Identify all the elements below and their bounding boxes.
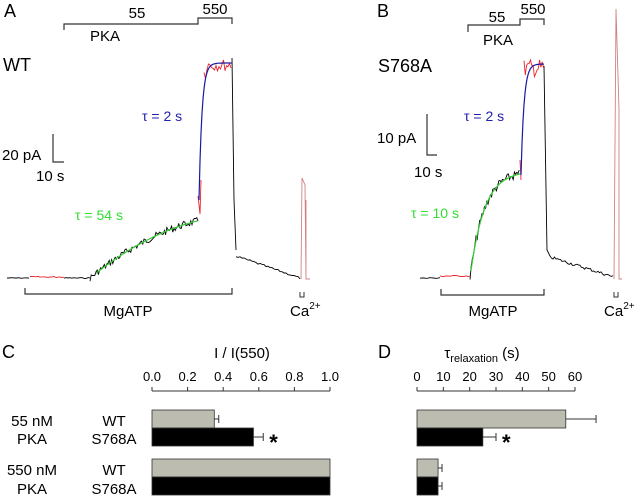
fit-slow-a <box>95 220 198 274</box>
chart-d-tick-label: 60 <box>568 369 582 384</box>
tau-slow-label-b: τ = 10 s <box>411 205 459 221</box>
construct-label-s768a-1: S768A <box>91 431 136 448</box>
current-trace-a <box>7 57 301 282</box>
chart-d-tick-label: 10 <box>436 369 450 384</box>
current-trace-b <box>419 65 614 280</box>
row-label-550-line2: PKA <box>17 481 47 498</box>
ca-label-b: Ca2+ <box>604 301 635 320</box>
chart-d-tick-label: 30 <box>489 369 503 384</box>
scale-x-label-b: 10 s <box>414 164 442 181</box>
pka-low-label-a: 55 <box>129 5 146 22</box>
fit-fast-a <box>198 62 232 201</box>
tau-slow-label-a: τ = 54 s <box>75 207 123 223</box>
pka-low-label-b: 55 <box>489 9 506 26</box>
mgatp-bar-a <box>24 288 233 295</box>
scale-bar-b <box>426 114 437 156</box>
chart-c-significance-star: * <box>269 430 278 455</box>
construct-label-wt-2: WT <box>102 462 125 479</box>
panel-letter-c: C <box>2 342 15 362</box>
chart-c-tick-label: 0.6 <box>250 369 268 384</box>
chart-d-tick-label: 50 <box>541 369 555 384</box>
chart-d-bar-wt <box>416 409 567 429</box>
current-trace-red-baseline-a <box>30 275 65 278</box>
ca-label-a: Ca2+ <box>290 301 321 320</box>
scale-y-label-a: 20 pA <box>2 147 41 164</box>
construct-label-a: WT <box>3 55 31 75</box>
scale-bar-a <box>52 134 64 163</box>
mgatp-label-a: MgATP <box>104 303 153 320</box>
mgatp-label-b: MgATP <box>469 303 518 320</box>
chart-d-tick-label: 0 <box>413 369 420 384</box>
chart-c-tick-label: 0.2 <box>179 369 197 384</box>
chart-d-tick-label: 40 <box>515 369 529 384</box>
chart-c-bar-wt <box>151 409 215 429</box>
pka-high-label-b: 550 <box>520 1 545 18</box>
row-label-550-line1: 550 nM <box>7 462 57 479</box>
scale-y-label-b: 10 pA <box>377 130 416 147</box>
panel-letter-b: B <box>377 1 389 21</box>
chart-d-axis-title: τrelaxation (s) <box>444 345 519 365</box>
tau-fast-label-b: τ = 2 s <box>464 108 504 124</box>
pka-label-a: PKA <box>90 28 120 45</box>
chart-d: τrelaxation (s) 0 10 20 30 40 50 60 * <box>413 345 597 496</box>
construct-label-b: S768A <box>378 56 432 76</box>
mgatp-bar-b <box>440 289 545 296</box>
chart-d-tick-label: 20 <box>462 369 476 384</box>
chart-c: I / I(550) 0.0 0.2 0.4 0.6 0.8 1.0 * <box>143 345 339 496</box>
chart-c-bar-wt <box>151 458 331 478</box>
pka-bar-b <box>467 18 545 32</box>
chart-c-tick-label: 1.0 <box>321 369 339 384</box>
pka-high-label-a: 550 <box>202 1 227 18</box>
panel-letter-a: A <box>4 1 16 21</box>
scale-x-label-a: 10 s <box>36 168 64 185</box>
ca-trace-a <box>300 177 310 280</box>
chart-d-bar-s768a <box>416 476 439 496</box>
chart-d-bar-wt <box>416 458 439 478</box>
chart-c-bar-s768a <box>151 427 254 447</box>
fit-slow-b <box>470 173 521 271</box>
fit-fast-b <box>520 63 544 176</box>
chart-d-significance-star: * <box>502 430 511 455</box>
chart-c-tick-label: 0.0 <box>143 369 161 384</box>
pka-label-b: PKA <box>483 32 513 49</box>
panel-b: B 55 550 PKA S768A 10 pA 10 s τ = 2 s τ … <box>377 1 635 320</box>
chart-d-bar-s768a <box>416 427 484 447</box>
pka-bar-a <box>63 17 233 30</box>
chart-c-bar-s768a <box>151 476 331 496</box>
construct-label-wt-1: WT <box>102 413 125 430</box>
current-trace-red-plateau-a <box>197 59 232 215</box>
tau-fast-label-a: τ = 2 s <box>142 108 182 124</box>
ca-bar-a <box>299 292 305 298</box>
row-label-55-line2: PKA <box>17 431 47 448</box>
construct-label-s768a-2: S768A <box>91 481 136 498</box>
panel-c: C 55 nM PKA 550 nM PKA WT S768A WT S768A… <box>2 342 339 498</box>
panel-a: A 55 550 PKA WT 20 pA 10 s τ = 2 s τ = 5… <box>2 1 321 320</box>
row-label-55-line1: 55 nM <box>11 413 53 430</box>
current-trace-red-baseline-b <box>439 274 471 278</box>
ca-bar-b <box>613 292 619 298</box>
panel-letter-d: D <box>378 342 391 362</box>
ca-trace-b <box>613 8 622 280</box>
chart-c-tick-label: 0.4 <box>214 369 232 384</box>
chart-c-tick-label: 0.8 <box>285 369 303 384</box>
panel-d: D τrelaxation (s) 0 10 20 30 40 50 60 * <box>378 342 597 496</box>
chart-c-axis-title: I / I(550) <box>214 345 270 362</box>
